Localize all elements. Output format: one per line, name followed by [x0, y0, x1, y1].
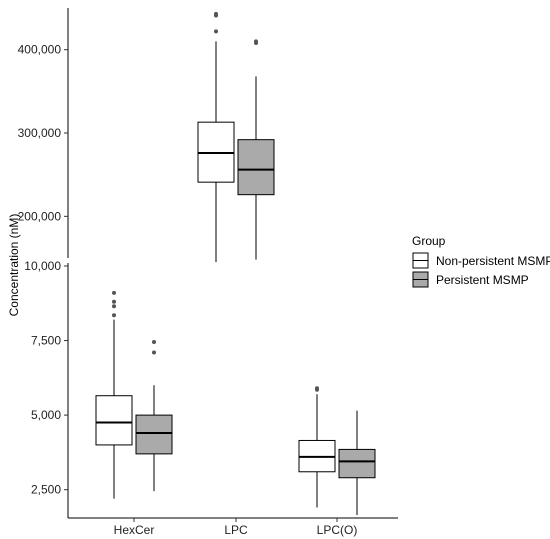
outlier-point [112, 304, 116, 309]
y-tick-label: 400,000 [18, 43, 62, 57]
y-tick-label: 7,500 [31, 334, 61, 348]
box [338, 448, 376, 479]
legend-label: Non-persistent MSMP [436, 254, 550, 268]
legend-label: Persistent MSMP [436, 273, 529, 287]
y-tick-label: 300,000 [18, 126, 62, 140]
box [135, 414, 173, 455]
outlier-point [112, 299, 116, 304]
outlier-point [214, 29, 218, 34]
box [237, 139, 275, 196]
outlier-point [112, 313, 116, 318]
x-tick-label: HexCer [114, 523, 155, 537]
outlier-point [214, 11, 218, 16]
y-axis-title: Concentration (nM) [7, 214, 21, 317]
y-tick-label: 5,000 [31, 408, 61, 422]
outlier-point [254, 39, 258, 44]
x-tick-label: LPC [224, 523, 248, 537]
legend-title: Group [412, 234, 446, 248]
box [95, 395, 133, 446]
x-tick-label: LPC(O) [317, 523, 358, 537]
outlier-point [152, 340, 156, 345]
y-tick-label: 200,000 [18, 209, 62, 223]
y-tick-label: 2,500 [31, 483, 61, 497]
outlier-point [112, 290, 116, 295]
outlier-point [315, 386, 319, 391]
y-tick-label: 10,000 [24, 259, 61, 273]
outlier-point [152, 350, 156, 355]
